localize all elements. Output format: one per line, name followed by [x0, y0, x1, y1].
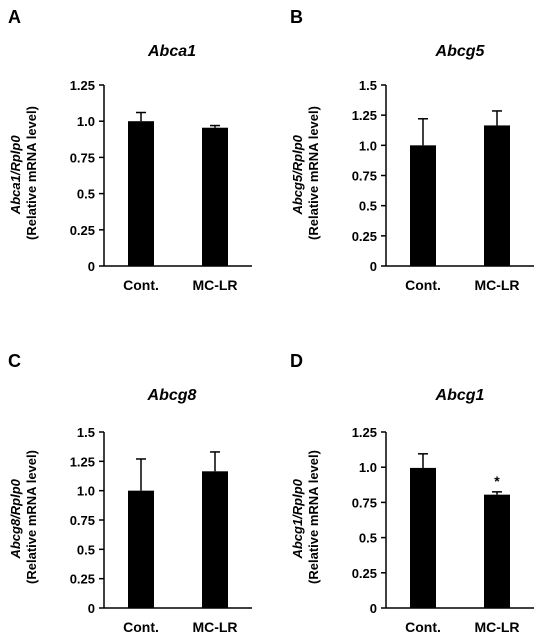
- panel-c-plot: 0 0.25 0.5 0.75 1.0 1.25 1.5 Cont. MC-LR: [70, 425, 252, 635]
- panel-b-category-label: MC-LR: [474, 277, 519, 293]
- panel-a-category-label: Cont.: [123, 277, 159, 293]
- panel-c-category-label: MC-LR: [192, 619, 237, 635]
- panel-c-ylabel-unit: (Relative mRNA level): [24, 450, 39, 584]
- panel-c-y-tick-label: 0.25: [70, 572, 95, 587]
- panel-b-y-tick-label: 0: [370, 259, 377, 274]
- panel-d-y-tick-label: 1.25: [352, 425, 377, 440]
- panel-c-ylabel: Abcg8/Rplp0 (Relative mRNA level): [8, 450, 39, 584]
- panel-d-y-tick-label: 0.25: [352, 566, 377, 581]
- panel-b-bar-1: [410, 145, 436, 266]
- panel-a: A Abca1 Abca1/Rplp0 (Relative mRNA level…: [8, 7, 252, 293]
- panel-a-ylabel-gene: Abca1/Rplp0: [8, 135, 23, 216]
- panel-c-bar-2: [202, 471, 228, 608]
- panel-c-bar-1: [128, 490, 154, 608]
- panel-c-letter: C: [8, 351, 21, 371]
- panel-b-category-label: Cont.: [405, 277, 441, 293]
- panel-c-ylabel-gene: Abcg8/Rplp0: [8, 478, 23, 559]
- panel-d-y-tick-label: 1.0: [359, 460, 377, 475]
- panel-a-category-label: MC-LR: [192, 277, 237, 293]
- panel-d-y-tick-label: 0.5: [359, 531, 377, 546]
- panel-d-plot: 0 0.25 0.5 0.75 1.0 1.25 Cont. MC-LR *: [352, 425, 534, 635]
- panel-d-category-label: Cont.: [405, 619, 441, 635]
- panel-d: D Abcg1 Abcg1/Rplp0 (Relative mRNA level…: [290, 351, 534, 635]
- panel-a-title: Abca1: [147, 43, 196, 60]
- panel-a-ylabel-unit: (Relative mRNA level): [24, 106, 39, 240]
- panel-c-y-tick-label: 1.5: [77, 425, 95, 440]
- panel-d-significance-marker: *: [494, 473, 500, 489]
- panel-d-title: Abcg1: [435, 387, 485, 404]
- panel-d-ylabel-gene: Abcg1/Rplp0: [290, 478, 305, 559]
- panel-a-y-tick-label: 1.0: [77, 114, 95, 129]
- panel-b-title: Abcg5: [435, 43, 486, 60]
- panel-a-bar-1: [128, 121, 154, 266]
- panel-b-y-tick-label: 0.75: [352, 169, 377, 184]
- panel-a-y-tick-label: 0.75: [70, 150, 95, 165]
- panel-c-category-label: Cont.: [123, 619, 159, 635]
- panel-b-ylabel: Abcg5/Rplp0 (Relative mRNA level): [290, 106, 321, 240]
- panel-a-ylabel: Abca1/Rplp0 (Relative mRNA level): [8, 106, 39, 240]
- panel-d-category-label: MC-LR: [474, 619, 519, 635]
- panel-b-y-tick-label: 1.0: [359, 138, 377, 153]
- panel-d-y-tick-label: 0: [370, 601, 377, 616]
- panel-a-plot: 0 0.25 0.5 0.75 1.0 1.25 Cont. MC-LR: [70, 78, 252, 293]
- panel-a-y-tick-label: 1.25: [70, 78, 95, 93]
- panel-a-y-tick-label: 0.5: [77, 187, 95, 202]
- panel-c: C Abcg8 Abcg8/Rplp0 (Relative mRNA level…: [8, 351, 252, 635]
- panel-a-y-tick-label: 0: [88, 259, 95, 274]
- panel-d-ylabel: Abcg1/Rplp0 (Relative mRNA level): [290, 450, 321, 584]
- panel-c-y-tick-label: 0.75: [70, 513, 95, 528]
- panel-a-bar-2: [202, 127, 228, 266]
- panel-b-bar-2: [484, 125, 510, 266]
- panel-c-y-tick-label: 1.25: [70, 454, 95, 469]
- panel-c-y-tick-label: 0: [88, 601, 95, 616]
- panel-b-y-tick-label: 0.25: [352, 229, 377, 244]
- panel-b: B Abcg5 Abcg5/Rplp0 (Relative mRNA level…: [290, 7, 534, 293]
- panel-b-letter: B: [290, 7, 303, 27]
- panel-c-title: Abcg8: [147, 387, 197, 404]
- panel-a-letter: A: [8, 7, 21, 27]
- panel-b-y-tick-label: 1.25: [352, 108, 377, 123]
- panel-d-bar-2: [484, 494, 510, 608]
- panel-d-bar-1: [410, 467, 436, 608]
- panel-c-y-tick-label: 0.5: [77, 542, 95, 557]
- panel-a-y-tick-label: 0.25: [70, 223, 95, 238]
- panel-b-ylabel-unit: (Relative mRNA level): [306, 106, 321, 240]
- panel-b-ylabel-gene: Abcg5/Rplp0: [290, 134, 305, 215]
- panel-b-y-tick-label: 0.5: [359, 199, 377, 214]
- panel-d-ylabel-unit: (Relative mRNA level): [306, 450, 321, 584]
- panel-d-y-tick-label: 0.75: [352, 495, 377, 510]
- panel-c-y-tick-label: 1.0: [77, 484, 95, 499]
- panel-b-y-tick-label: 1.5: [359, 78, 377, 93]
- panel-b-plot: 0 0.25 0.5 0.75 1.0 1.25 1.5 Cont. MC-LR: [352, 78, 534, 293]
- panel-d-letter: D: [290, 351, 303, 371]
